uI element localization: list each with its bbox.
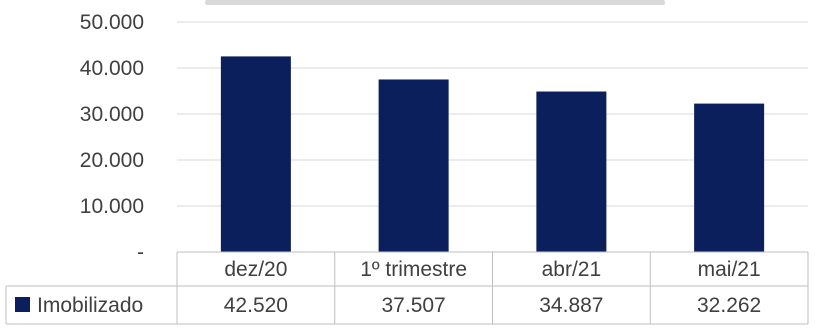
bar bbox=[694, 103, 765, 252]
data-label: 32.262 bbox=[697, 294, 761, 317]
category-label: mai/21 bbox=[698, 258, 761, 281]
data-table: Imobilizado dez/20 42.520 1º trimestre 37.50… bbox=[5, 251, 809, 325]
bar bbox=[220, 56, 291, 252]
data-label: 37.507 bbox=[382, 294, 446, 317]
y-axis-ticks: - 10.000 20.000 30.000 40.000 50.000 bbox=[80, 11, 144, 264]
y-tick-label: 40.000 bbox=[80, 57, 144, 80]
y-tick-label: 30.000 bbox=[80, 103, 144, 126]
category-label: dez/20 bbox=[224, 258, 287, 281]
bars bbox=[220, 56, 765, 252]
y-tick-label: 10.000 bbox=[80, 195, 144, 218]
title-placeholder bbox=[205, 0, 665, 5]
series-name-label: Imobilizado bbox=[37, 294, 143, 317]
bar bbox=[536, 91, 607, 252]
y-tick-label: 50.000 bbox=[80, 11, 144, 34]
category-label: abr/21 bbox=[542, 258, 602, 281]
y-tick-label: - bbox=[137, 241, 144, 264]
data-label: 42.520 bbox=[224, 294, 288, 317]
data-label: 34.887 bbox=[539, 294, 603, 317]
legend-key bbox=[15, 297, 30, 312]
bar bbox=[378, 79, 449, 252]
y-tick-label: 20.000 bbox=[80, 149, 144, 172]
category-label: 1º trimestre bbox=[360, 258, 467, 281]
